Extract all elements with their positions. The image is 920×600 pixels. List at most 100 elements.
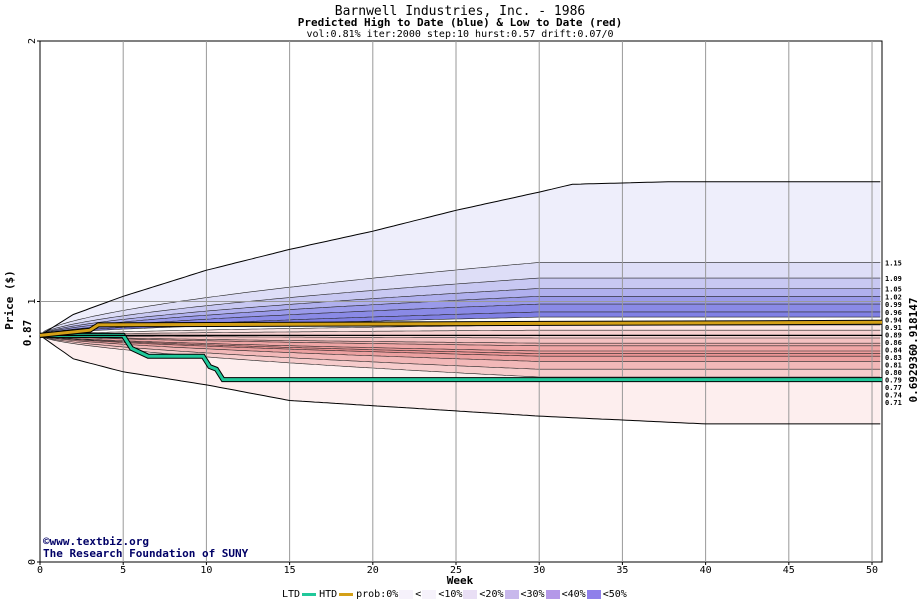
band-red-1 [40,330,881,338]
band-level-line [39,335,881,347]
band-red-8 [40,335,881,370]
band-level-line [39,335,881,354]
x-tick-label: 5 [120,565,126,576]
band-blue-outer [40,181,881,336]
band-level-label: 0.84 [885,346,902,354]
x-tick-label: 35 [616,565,628,576]
band-level-label: 0.91 [885,324,902,332]
band-level-line [39,303,881,336]
band-level-label: 1.09 [885,275,902,283]
band-level-label: 1.15 [885,259,902,267]
series-lines [39,319,883,383]
legend-htd-label: HTD [319,588,338,600]
band-red-2 [40,335,881,344]
x-tick-label: 0 [37,565,43,576]
x-tick-label: 50 [866,565,878,576]
x-tick-label: 30 [533,565,545,576]
band-blue-3 [40,296,881,336]
band-level-line [39,296,881,336]
band-level-label: 0.86 [885,339,902,347]
band-level-label: 0.83 [885,354,902,362]
legend-item-50: <50% [602,588,627,600]
legend: LTD HTD prob:0% < <10% <20% <30% <40% <5… [282,588,627,600]
x-tick-label: 10 [200,565,212,576]
prob-line [39,320,883,337]
band-level-label: 1.05 [885,285,902,293]
envelope-lines [39,181,881,425]
legend-item-40: <40% [561,588,586,600]
legend-swatch-50 [586,589,601,599]
start-price-label: 0.87 [21,320,34,347]
lower-envelope [39,334,881,425]
legend-item-30: <30% [520,588,545,600]
band-level-label: 1.02 [885,293,902,301]
band-level-line [39,335,881,344]
band-red-0 [40,324,881,336]
green-value-label: 0.692936 [907,349,920,402]
band-level-label: 0.79 [885,376,902,384]
band-blue-0 [40,262,881,336]
legend-swatch-30 [504,589,519,599]
band-level-labels: 1.15 1.09 1.051.020.990.960.940.910.890.86… [885,259,902,406]
band-blue-4 [40,304,881,336]
band-level-line [39,335,881,370]
upper-envelope [39,181,881,336]
credit-site-text: www.textbiz.org [49,535,149,548]
y-axis-label: Price ($) [3,270,16,330]
legend-item-20: <20% [479,588,504,600]
y-axis-ticks: 0 1 2 [27,38,40,565]
band-blue-2 [40,288,881,336]
band-level-label: 0.80 [885,369,902,377]
band-red-9 [40,335,881,377]
x-tick-label: 20 [367,565,379,576]
legend-prob-label: prob:0% [356,588,399,600]
band-level-line [39,329,881,336]
chart-parameters: vol:0.81% iter:2000 step:10 hurst:0.57 d… [306,29,613,40]
band-level-label: 0.99 [885,301,902,309]
credit-site[interactable]: ©www.textbiz.org [43,535,149,548]
ltd-line [40,333,882,382]
band-level-label: 0.94 [885,316,902,324]
x-tick-label: 15 [284,565,296,576]
x-tick-label: 45 [783,565,795,576]
legend-swatch-0 [399,589,414,599]
band-level-label: 0.77 [885,384,902,392]
band-red-4 [40,335,881,351]
x-tick-label: 40 [700,565,712,576]
band-level-line [39,335,881,352]
probability-bands [39,181,881,424]
gold-value-label: 0.918147 [907,298,920,351]
chart-subtitle: Predicted High to Date (blue) & Low to D… [298,16,623,29]
credit-org: The Research Foundation of SUNY [43,547,249,560]
chart-title: Barnwell Industries, Inc. - 1986 [335,4,585,19]
band-level-label: 0.96 [885,309,902,317]
legend-swatch-10 [422,589,437,599]
band-level-label: 0.81 [885,361,902,369]
legend-ltd-swatch [302,592,317,596]
band-level-line [39,335,881,362]
x-tick-label: 25 [450,565,462,576]
legend-ltd-label: LTD [282,588,301,600]
band-level-line [39,277,881,336]
band-blue-1 [40,278,881,336]
band-red-7 [40,335,881,362]
legend-htd-swatch [339,592,354,596]
x-axis-ticks: 0 5 10 15 20 25 30 35 40 45 50 [37,562,878,576]
legend-swatch-20 [463,589,478,599]
y-tick-label: 1 [27,298,38,304]
grid-lines [40,41,882,562]
band-level-label: 0.74 [885,391,902,399]
legend-swatch-40 [545,589,560,599]
copyright-icon: © [43,535,50,548]
x-axis-label: Week [447,574,474,587]
band-red-5 [40,335,881,354]
y-tick-label: 2 [27,38,38,44]
legend-item-10: <10% [438,588,463,600]
band-level-line [39,335,881,357]
band-level-label: 0.71 [885,399,902,407]
y-tick-label: 0 [27,559,38,565]
band-level-line [39,288,881,336]
legend-lt-label: < [415,588,422,600]
band-level-label: 0.89 [885,331,902,339]
